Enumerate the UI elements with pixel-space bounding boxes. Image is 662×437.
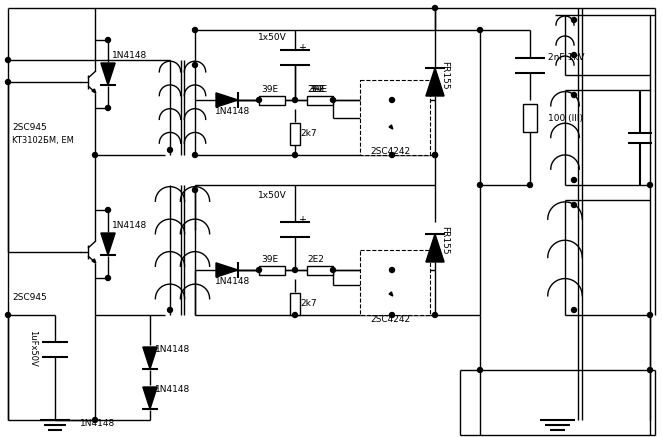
Text: 2SC945: 2SC945 (12, 124, 47, 132)
Text: 1N4148: 1N4148 (155, 385, 190, 395)
Text: 39E: 39E (308, 86, 325, 94)
Circle shape (105, 105, 111, 111)
Circle shape (256, 97, 261, 103)
Circle shape (389, 312, 395, 318)
Circle shape (193, 28, 197, 32)
Bar (290, 293, 300, 315)
Circle shape (93, 153, 97, 157)
Bar (523, 104, 537, 132)
Text: 2SC4242: 2SC4242 (370, 316, 410, 325)
Circle shape (167, 308, 173, 312)
Circle shape (330, 267, 336, 273)
Circle shape (105, 208, 111, 212)
Circle shape (432, 153, 438, 157)
Text: 1uFx50V: 1uFx50V (28, 329, 37, 366)
Polygon shape (216, 263, 238, 277)
Text: FR155: FR155 (440, 225, 449, 254)
Circle shape (256, 267, 261, 273)
Circle shape (193, 153, 197, 157)
Circle shape (167, 148, 173, 153)
Text: 1x50V: 1x50V (258, 34, 287, 42)
Circle shape (389, 153, 395, 157)
Text: 1N4148: 1N4148 (80, 419, 115, 427)
Polygon shape (92, 89, 96, 93)
Circle shape (477, 183, 483, 187)
Circle shape (293, 97, 297, 103)
Polygon shape (426, 68, 444, 96)
Text: 39E: 39E (310, 86, 327, 94)
Circle shape (5, 80, 11, 84)
Circle shape (528, 183, 532, 187)
Text: 1N4148: 1N4148 (215, 108, 250, 117)
Circle shape (105, 275, 111, 281)
Text: 2E2: 2E2 (307, 86, 324, 94)
Circle shape (432, 312, 438, 318)
Text: 39E: 39E (261, 256, 278, 264)
Circle shape (647, 312, 653, 318)
Circle shape (193, 62, 197, 67)
Text: 1x50V: 1x50V (258, 191, 287, 200)
Circle shape (389, 97, 395, 103)
Text: +: + (298, 215, 306, 225)
Text: +: + (298, 43, 306, 53)
Circle shape (432, 153, 438, 157)
Circle shape (5, 58, 11, 62)
Text: 2k7: 2k7 (300, 128, 316, 138)
Polygon shape (143, 387, 157, 409)
Circle shape (647, 183, 653, 187)
Polygon shape (143, 347, 157, 369)
Text: 100 (ΙΙΙ): 100 (ΙΙΙ) (548, 114, 583, 122)
Bar (290, 123, 300, 145)
Bar (259, 96, 285, 104)
Circle shape (571, 52, 577, 58)
Text: FR155: FR155 (440, 61, 449, 89)
Circle shape (293, 153, 297, 157)
Circle shape (571, 17, 577, 22)
Bar (307, 266, 333, 274)
Polygon shape (389, 125, 393, 129)
Text: 2SC4242: 2SC4242 (370, 148, 410, 156)
Polygon shape (389, 292, 393, 296)
Text: 39E: 39E (261, 86, 278, 94)
Circle shape (389, 267, 395, 273)
Text: KT3102БМ, EM: KT3102БМ, EM (12, 135, 74, 145)
Polygon shape (101, 233, 115, 255)
Circle shape (571, 308, 577, 312)
Text: 1N4148: 1N4148 (155, 346, 190, 354)
Text: 1N4148: 1N4148 (112, 51, 147, 59)
Circle shape (193, 187, 197, 193)
Polygon shape (92, 259, 96, 263)
Circle shape (647, 368, 653, 372)
Text: 1N4148: 1N4148 (215, 277, 250, 287)
Circle shape (477, 28, 483, 32)
Polygon shape (101, 63, 115, 85)
Circle shape (293, 267, 297, 273)
Circle shape (5, 312, 11, 318)
Circle shape (571, 93, 577, 97)
Circle shape (330, 97, 336, 103)
Circle shape (477, 368, 483, 372)
Text: 2k7: 2k7 (300, 298, 316, 308)
Bar (259, 266, 285, 274)
Circle shape (432, 6, 438, 10)
Text: 2nF 1kV: 2nF 1kV (548, 53, 585, 62)
Polygon shape (216, 93, 238, 107)
Circle shape (571, 177, 577, 183)
Circle shape (105, 38, 111, 42)
Text: 2SC945: 2SC945 (12, 294, 47, 302)
Circle shape (293, 312, 297, 318)
Bar (360, 80, 430, 155)
Text: 2E2: 2E2 (307, 256, 324, 264)
Bar (360, 250, 430, 315)
Bar (307, 96, 333, 104)
Text: 1N4148: 1N4148 (112, 221, 147, 229)
Circle shape (93, 417, 97, 423)
Circle shape (571, 202, 577, 208)
Polygon shape (426, 234, 444, 262)
